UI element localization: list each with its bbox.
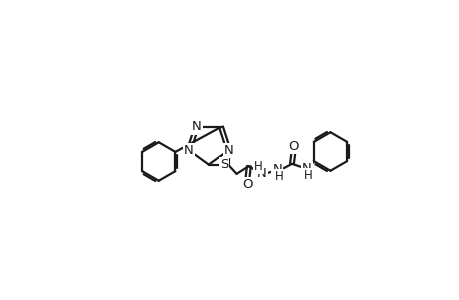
Text: N: N xyxy=(301,162,311,175)
Text: N: N xyxy=(272,164,281,176)
Text: O: O xyxy=(241,178,252,191)
Text: N: N xyxy=(191,121,201,134)
Text: N: N xyxy=(257,167,266,180)
Text: N: N xyxy=(184,144,194,157)
Text: N: N xyxy=(223,144,233,157)
Text: H: H xyxy=(303,169,312,182)
Text: H: H xyxy=(253,160,262,173)
Text: H: H xyxy=(274,170,283,183)
Text: O: O xyxy=(288,140,298,153)
Text: S: S xyxy=(219,158,228,171)
